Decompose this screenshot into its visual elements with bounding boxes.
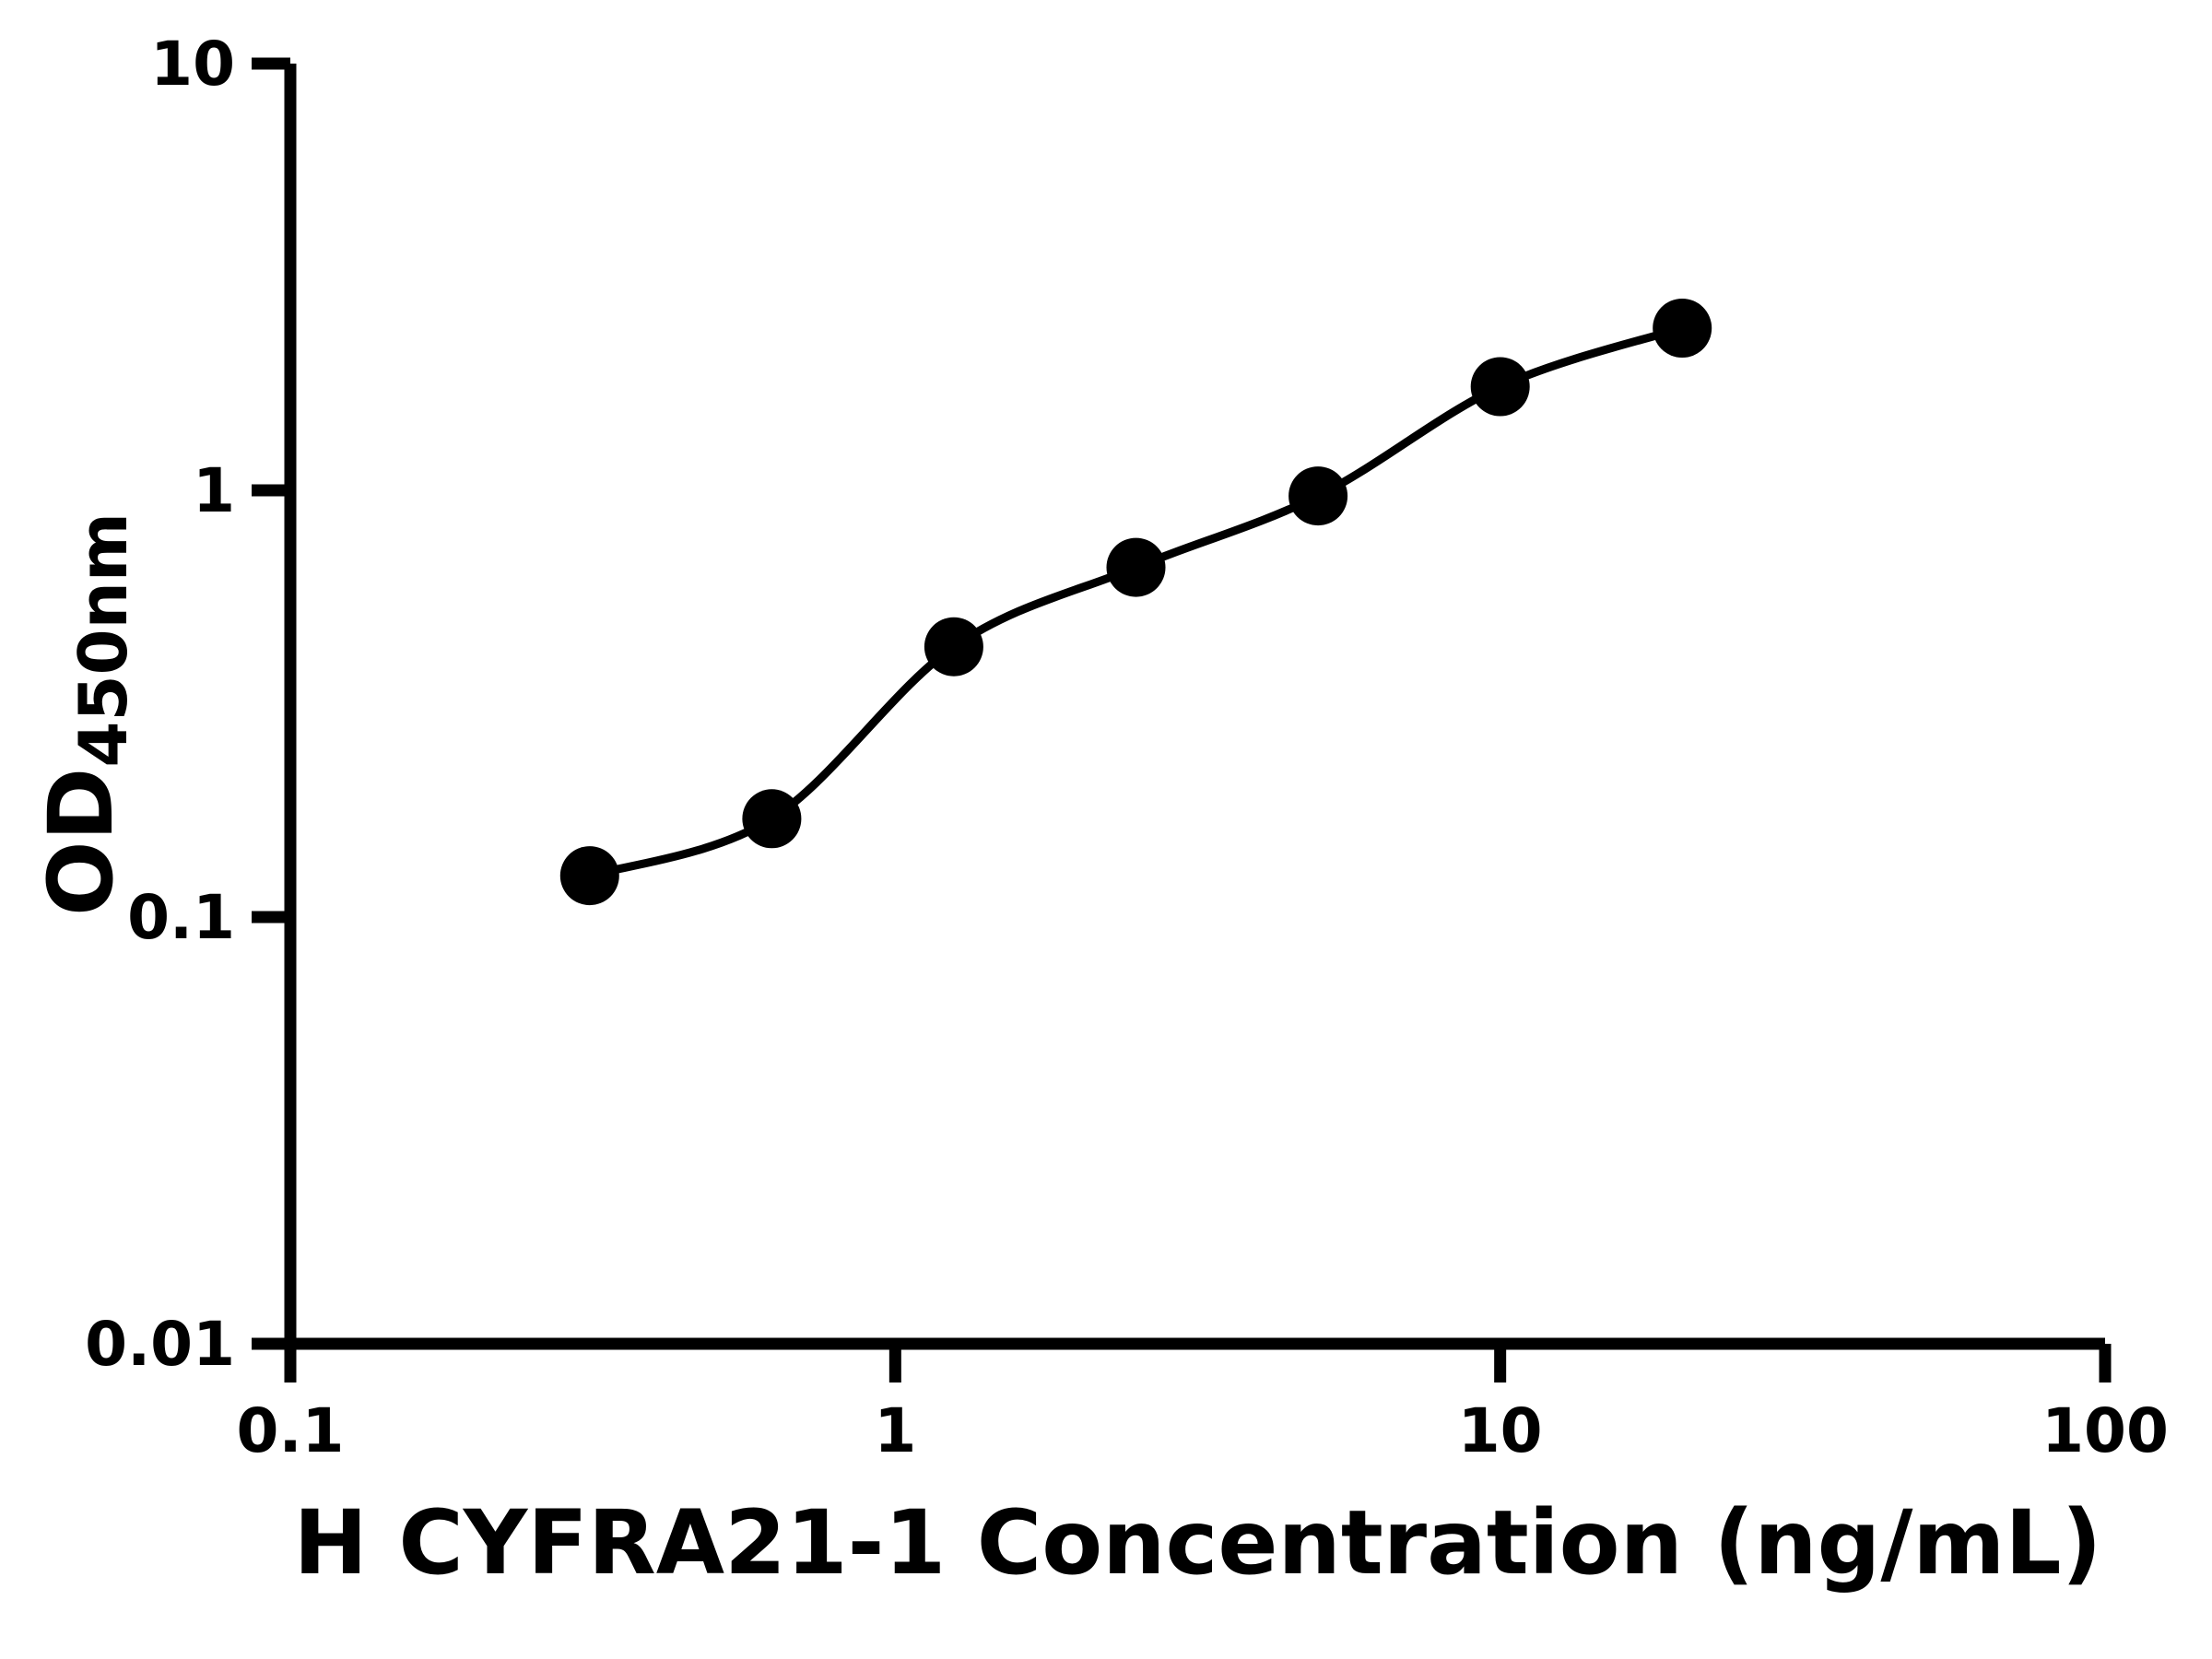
data-point bbox=[1288, 466, 1348, 526]
data-point bbox=[1106, 537, 1166, 597]
y-tick-label: 10 bbox=[150, 29, 235, 100]
data-point bbox=[924, 617, 983, 677]
fit-curve bbox=[585, 324, 1687, 880]
data-point bbox=[1653, 299, 1712, 358]
y-tick-label: 1 bbox=[193, 455, 235, 526]
x-tick-label: 0.1 bbox=[237, 1395, 345, 1466]
x-axis-title: H CYFRA21-1 Concentration (ng/mL) bbox=[293, 1491, 2102, 1594]
y-tick-label: 0.01 bbox=[85, 1309, 235, 1380]
y-tick-label: 0.1 bbox=[127, 882, 235, 953]
data-point bbox=[559, 846, 619, 906]
y-axis-title-main: OD bbox=[29, 767, 133, 916]
x-tick-label: 10 bbox=[1458, 1395, 1543, 1466]
x-tick-label: 100 bbox=[2041, 1395, 2169, 1466]
y-axis-title: OD450nm bbox=[29, 512, 142, 916]
data-point bbox=[1470, 357, 1530, 417]
y-axis-title-sub: 450nm bbox=[65, 512, 142, 768]
x-tick-label: 1 bbox=[874, 1395, 916, 1466]
data-point bbox=[742, 789, 802, 849]
